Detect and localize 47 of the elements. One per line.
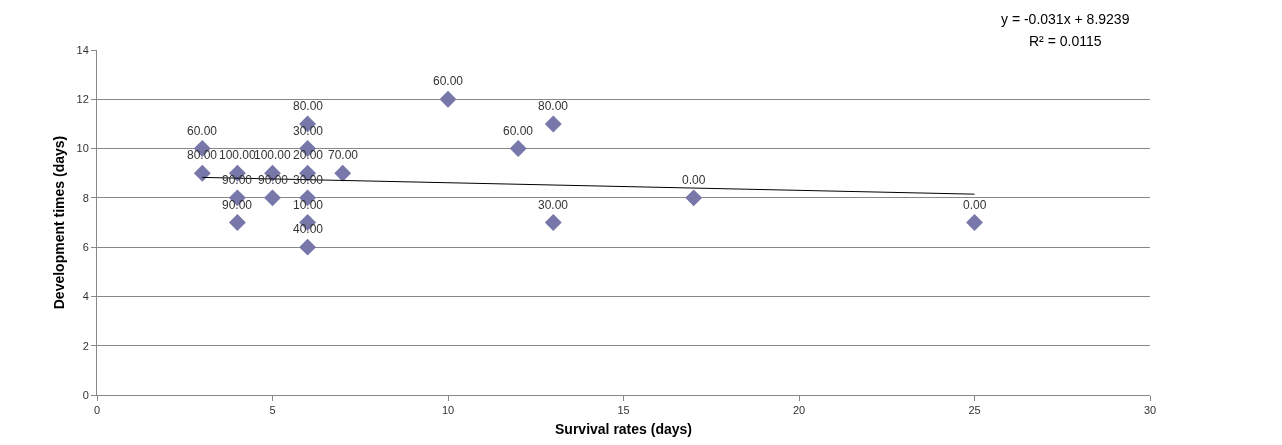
- annotation: 30.00: [293, 124, 324, 138]
- point: [299, 238, 317, 256]
- annotation: 80.00: [293, 99, 324, 113]
- y-axis-title: Development times (days): [51, 135, 68, 310]
- x-tick-label: 25: [968, 404, 981, 417]
- annotation: 60.00: [187, 124, 218, 138]
- text: y = -0.031x + 8.9239: [1001, 11, 1130, 27]
- point: [439, 90, 457, 108]
- point: [509, 140, 527, 158]
- point: [544, 214, 562, 231]
- annotation: 100.00: [254, 148, 292, 162]
- x-tick-label: 30: [1143, 404, 1157, 417]
- x-tick-label: 20: [792, 404, 806, 417]
- x-tick-label: 10: [441, 404, 455, 417]
- point: [334, 164, 352, 182]
- annotation: 20.00: [293, 148, 324, 162]
- y-tick-label: 4: [82, 290, 89, 303]
- y-tick-label: 2: [82, 339, 89, 352]
- annotation: 60.00: [503, 124, 534, 138]
- point: [685, 189, 703, 207]
- annotation: 0.00: [963, 198, 987, 212]
- text: R² = 0.0115: [1029, 33, 1102, 49]
- annotation: 100.00: [219, 148, 257, 162]
- y-tick-label: 6: [82, 240, 89, 253]
- annotation: 30.00: [538, 198, 569, 212]
- y-tick-label: 10: [76, 142, 89, 155]
- annotation: 70.00: [328, 148, 359, 162]
- point: [193, 164, 211, 182]
- y-tick-label: 14: [76, 43, 89, 56]
- annotation: 80.00: [187, 148, 218, 162]
- annotation: 40.00: [293, 222, 324, 236]
- x-axis-title: Survival rates (days): [555, 420, 692, 437]
- x-tick-label: 5: [269, 404, 276, 417]
- annotation: 80.00: [538, 99, 569, 113]
- annotation: 90.00: [222, 198, 253, 212]
- y-tick-label: 0: [82, 388, 89, 401]
- annotation: 0.00: [682, 173, 706, 187]
- x-tick-label: 0: [93, 404, 101, 417]
- x-tick-label: 15: [617, 404, 630, 417]
- point: [544, 115, 562, 133]
- point: [264, 189, 281, 207]
- annotation: 60.00: [433, 74, 464, 88]
- y-tick-label: 8: [82, 191, 89, 204]
- annotation: 10.00: [293, 198, 324, 212]
- y-tick-label: 12: [76, 93, 89, 106]
- point: [966, 214, 983, 231]
- point: [228, 214, 246, 231]
